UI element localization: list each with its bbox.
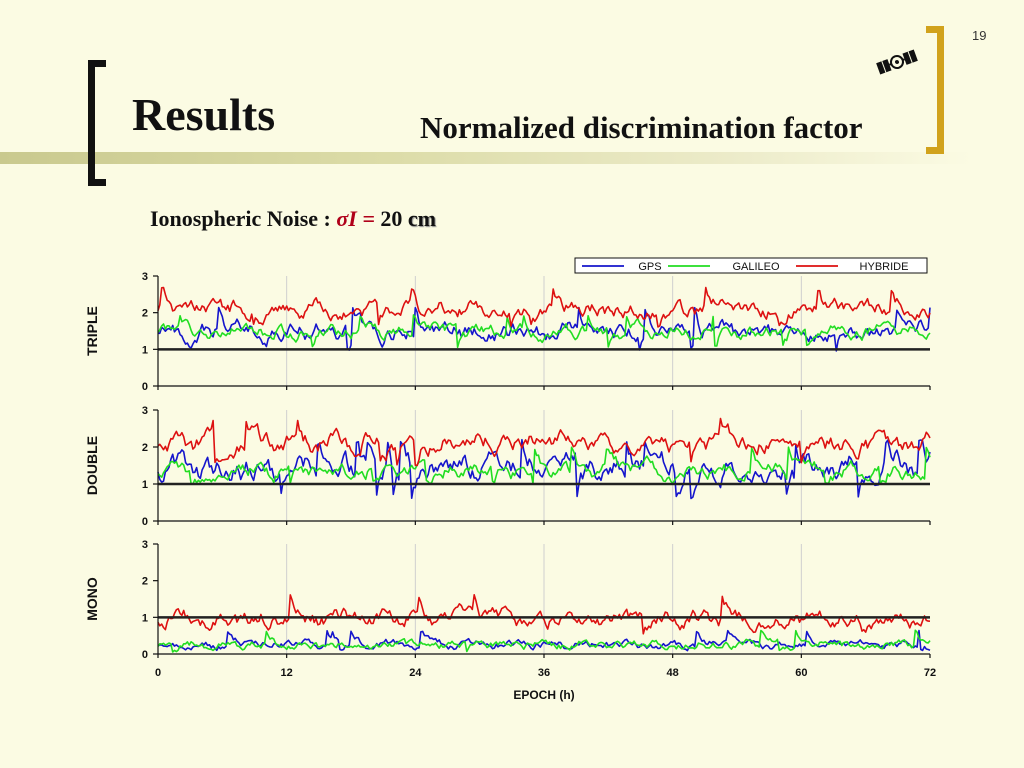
y-tick-label: 3 xyxy=(142,539,148,551)
noise-equals: = xyxy=(356,206,381,231)
legend-box xyxy=(574,257,928,274)
y-tick-label: 1 xyxy=(142,612,148,624)
y-tick-label: 0 xyxy=(142,649,148,661)
x-tick-label: 24 xyxy=(409,667,422,679)
noise-caption: Ionospheric Noise : σI = 20 cm xyxy=(150,206,436,232)
x-axis-label: EPOCH (h) xyxy=(513,688,574,702)
noise-symbol: σI xyxy=(336,206,357,231)
y-tick-label: 0 xyxy=(142,381,148,393)
panel-label-double: DOUBLE xyxy=(84,436,100,495)
legend-label-galileo: GALILEO xyxy=(732,261,780,273)
series-galileo-mono xyxy=(157,629,931,653)
legend-label-hybride: HYBRIDE xyxy=(860,261,909,273)
slide-title: Results xyxy=(132,89,276,140)
y-tick-label: 2 xyxy=(142,576,148,588)
series-galileo-triple xyxy=(157,314,931,349)
panel-label-triple: TRIPLE xyxy=(84,306,100,356)
noise-unit: cm xyxy=(407,206,436,231)
series-hybride-double xyxy=(157,417,931,467)
noise-label: Ionospheric Noise : xyxy=(150,206,337,231)
slide-subtitle: Normalized discrimination factor xyxy=(420,110,863,145)
satellite-icon xyxy=(876,49,918,75)
series-hybride-triple xyxy=(157,286,931,328)
y-tick-label: 3 xyxy=(142,271,148,283)
y-tick-label: 1 xyxy=(142,344,148,356)
left-bracket xyxy=(88,60,106,186)
x-tick-label: 12 xyxy=(281,667,293,679)
x-tick-label: 36 xyxy=(538,667,550,679)
series-hybride-mono xyxy=(157,594,931,635)
y-tick-label: 2 xyxy=(142,308,148,320)
noise-value: 20 xyxy=(380,206,403,231)
y-tick-label: 0 xyxy=(142,516,148,528)
x-tick-label: 48 xyxy=(667,667,679,679)
x-tick-label: 60 xyxy=(795,667,807,679)
y-tick-label: 2 xyxy=(142,442,148,454)
x-tick-label: 0 xyxy=(155,667,161,679)
legend-label-gps: GPS xyxy=(638,261,661,273)
title-rule xyxy=(0,152,972,164)
x-tick-label: 72 xyxy=(924,667,936,679)
panel-label-mono: MONO xyxy=(84,577,100,621)
y-tick-label: 1 xyxy=(142,479,148,491)
y-tick-label: 3 xyxy=(142,405,148,417)
right-bracket xyxy=(926,26,944,154)
slide-number: 19 xyxy=(972,28,987,43)
